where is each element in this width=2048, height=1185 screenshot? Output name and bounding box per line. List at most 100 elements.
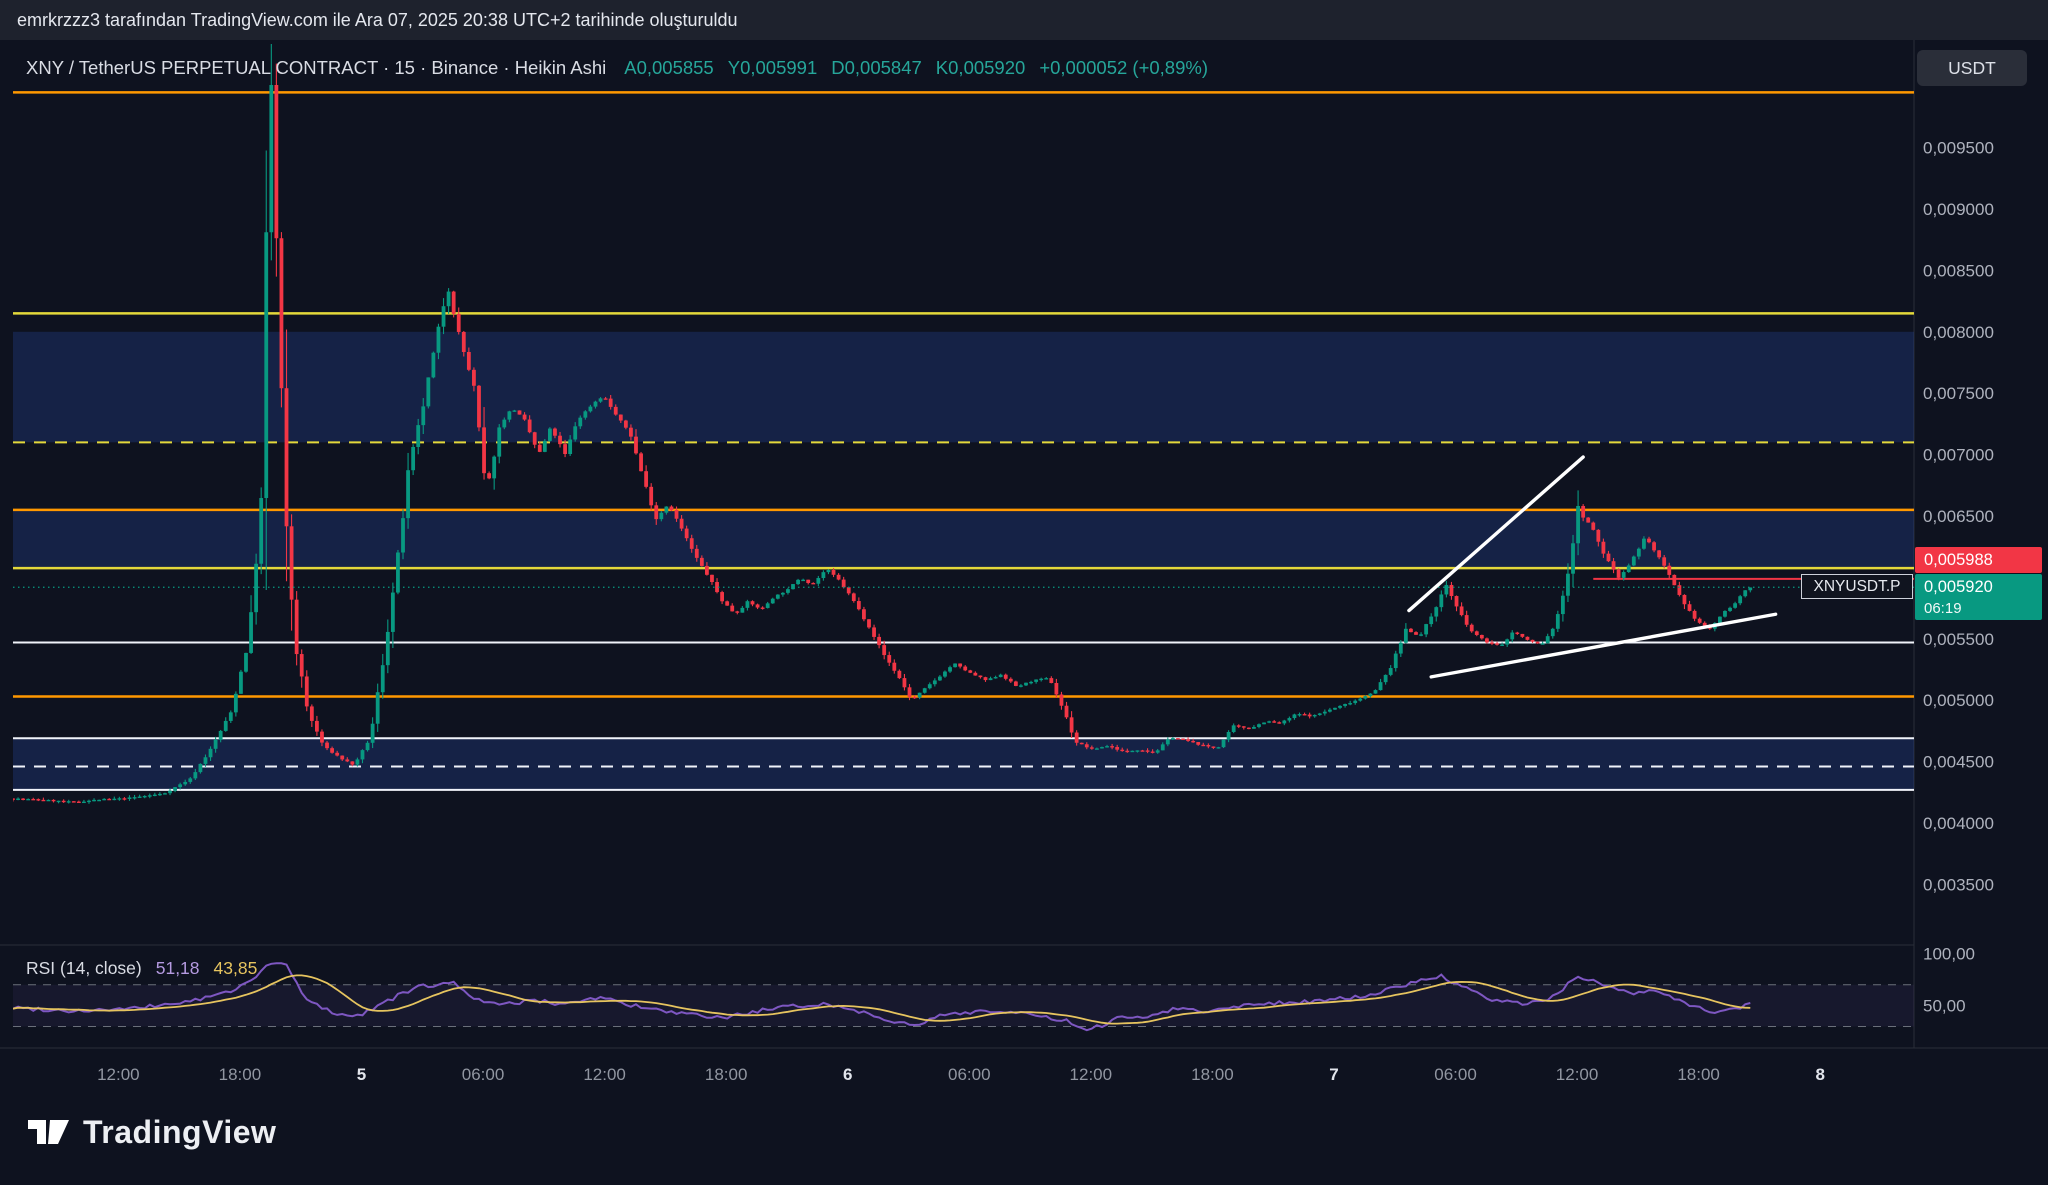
symbol-title[interactable]: XNY / TetherUS PERPETUAL CONTRACT · 15 ·…: [26, 57, 607, 78]
candle-body-up: [66, 801, 71, 803]
tradingview-logo-icon: [28, 1120, 69, 1144]
candle-body-down: [61, 800, 66, 803]
candle-body-up: [1621, 572, 1626, 578]
candle-body-up: [801, 579, 806, 582]
candle-body-down: [1601, 541, 1606, 554]
price-axis-label: 0,005500: [1923, 630, 1994, 649]
candle-body-down: [978, 675, 983, 678]
candle-body-up: [492, 456, 497, 479]
candle-body-up: [1388, 668, 1393, 675]
price-axis-label: 0,006500: [1923, 507, 1994, 526]
rsi-pane[interactable]: [13, 962, 1914, 1032]
candle-body-down: [107, 798, 112, 801]
candle-body-up: [411, 446, 416, 471]
candle-body-up: [436, 326, 441, 353]
candle-body-up: [786, 589, 790, 593]
candle-body-down: [1495, 643, 1499, 645]
candle-body-up: [1267, 721, 1272, 723]
candle-body-down: [517, 410, 522, 415]
time-axis-label: 06:00: [948, 1065, 991, 1084]
candle-body-up: [1328, 709, 1332, 712]
candle-body-down: [274, 84, 279, 239]
candle-body-down: [872, 627, 876, 637]
candle-body-down: [325, 742, 329, 749]
candle-body-up: [1398, 642, 1403, 654]
candle-body-up: [1044, 678, 1049, 680]
candle-body-up: [365, 742, 370, 751]
candle-body-down: [1110, 746, 1115, 748]
candle-body-up: [770, 598, 775, 604]
candle-body-down: [1459, 606, 1464, 616]
time-axis-label: 5: [357, 1065, 366, 1084]
candle-body-down: [532, 432, 537, 445]
candle-body-up: [142, 795, 147, 798]
candle-body-down: [811, 582, 816, 585]
candle-body-down: [1008, 678, 1013, 682]
candle-body-down: [1409, 628, 1413, 633]
attribution-text: emrkrzzz3 tarafından TradingView.com ile…: [17, 9, 738, 30]
candle-body-up: [1317, 713, 1322, 715]
candle-body-up: [431, 352, 436, 378]
candle-body-down: [669, 506, 674, 511]
candle-body-down: [1454, 596, 1459, 607]
candle-body-up: [218, 730, 223, 740]
candle-body-down: [644, 471, 649, 487]
candle-body-down: [689, 538, 694, 549]
candle-body-down: [649, 486, 654, 506]
time-axis-label: 12:00: [583, 1065, 626, 1084]
trendline[interactable]: [1429, 612, 1778, 679]
candle-body-down: [1272, 721, 1277, 723]
candle-body-down: [294, 599, 299, 655]
candle-body-up: [816, 578, 821, 584]
candle-body-up: [740, 607, 745, 613]
rsi-ma-value: 43,85: [213, 958, 258, 978]
trendline[interactable]: [1407, 455, 1585, 613]
candle-body-down: [618, 414, 623, 421]
candle-body-down: [699, 557, 704, 566]
candle-body-down: [907, 687, 912, 697]
candle-body-up: [370, 723, 375, 743]
candle-body-up: [1100, 747, 1104, 749]
candle-body-down: [563, 444, 567, 455]
candle-body-up: [927, 684, 932, 689]
candle-body-down: [1302, 714, 1307, 716]
main-price-pane[interactable]: [11, 30, 1914, 804]
candle-body-up: [173, 787, 177, 791]
candle-body-up: [385, 631, 390, 666]
candle-body-up: [497, 427, 502, 457]
candle-body-down: [973, 672, 978, 676]
candle-body-up: [583, 411, 588, 418]
candle-body-down: [1140, 750, 1145, 752]
candle-body-down: [755, 604, 760, 608]
candle-body-up: [1105, 746, 1109, 748]
candle-body-down: [983, 677, 988, 681]
candle-body-down: [1277, 722, 1282, 724]
candle-body-down: [968, 670, 973, 673]
candle-body-up: [203, 757, 208, 764]
candle-body-up: [132, 797, 137, 799]
candle-body-down: [892, 662, 897, 671]
candle-body-down: [1089, 747, 1094, 749]
candle-body-up: [1560, 595, 1565, 615]
candle-body-up: [1439, 594, 1444, 608]
candle-body-up: [1297, 714, 1302, 716]
candle-body-up: [1571, 543, 1575, 574]
rsi-title[interactable]: RSI (14, close): [26, 958, 142, 978]
tradingview-logo[interactable]: TradingView: [26, 1110, 276, 1154]
candle-body-down: [1145, 750, 1150, 752]
candle-body-up: [1343, 704, 1347, 706]
candle-body-down: [1191, 740, 1196, 743]
candle-body-down: [1236, 725, 1241, 727]
candle-body-up: [593, 401, 598, 407]
candle-body-up: [1257, 724, 1261, 727]
candle-body-up: [1165, 739, 1170, 745]
candle-body-up: [97, 799, 102, 802]
candle-body-up: [1743, 590, 1748, 597]
candle-body-down: [1084, 744, 1089, 748]
candle-body-up: [1631, 556, 1636, 566]
candle-body-down: [1490, 642, 1494, 644]
candle-body-up: [1348, 703, 1353, 705]
candle-body-down: [1176, 738, 1180, 740]
currency-toggle-button[interactable]: USDT: [1917, 50, 2027, 86]
